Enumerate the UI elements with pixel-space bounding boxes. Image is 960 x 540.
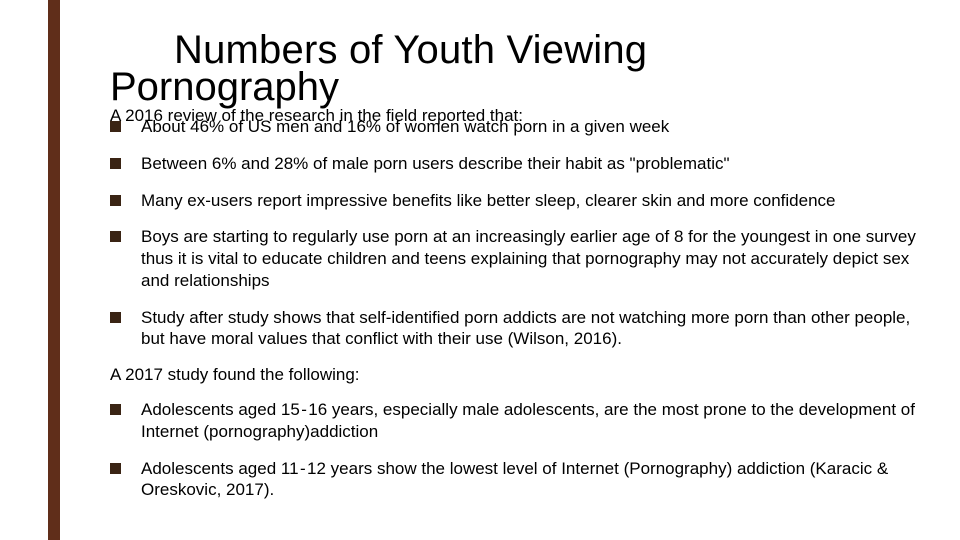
bullet-text: Adolescents aged 15 - 16 years, especial… [141,399,920,443]
bullets-2017: Adolescents aged 15 - 16 years, especial… [110,399,920,501]
list-item: Study after study shows that self-­ident… [110,307,920,351]
bullet-text: Between 6% and 28% of male porn users de… [141,153,920,175]
list-item: Adolescents aged 11 - 12 years show the … [110,458,920,502]
bullet-text: Study after study shows that self-­ident… [141,307,920,351]
bullet-text: Adolescents aged 11 - 12 years show the … [141,458,920,502]
title-line-2: Pornography [110,66,920,108]
intro-2017: A 2017 study found the following: [110,365,920,385]
square-bullet-icon [110,312,121,323]
list-item: Boys are starting to regularly use porn … [110,226,920,291]
square-bullet-icon [110,463,121,474]
bullet-text: Many ex-­users report impressive benefit… [141,190,920,212]
list-item: Between 6% and 28% of male porn users de… [110,153,920,175]
accent-bar [48,0,60,540]
bullet-text: Boys are starting to regularly use porn … [141,226,920,291]
bullets-2016: About 46% of US men and 16% of women wat… [110,116,920,350]
square-bullet-icon [110,231,121,242]
list-item: Adolescents aged 15 - 16 years, especial… [110,399,920,443]
list-item: Many ex-­users report impressive benefit… [110,190,920,212]
square-bullet-icon [110,195,121,206]
square-bullet-icon [110,404,121,415]
title-block: Numbers of Youth Viewing A 2016 review o… [110,28,920,108]
slide-content: Numbers of Youth Viewing A 2016 review o… [110,28,920,516]
square-bullet-icon [110,158,121,169]
intro-2016: A 2016 review of the research in the fie… [110,106,523,126]
